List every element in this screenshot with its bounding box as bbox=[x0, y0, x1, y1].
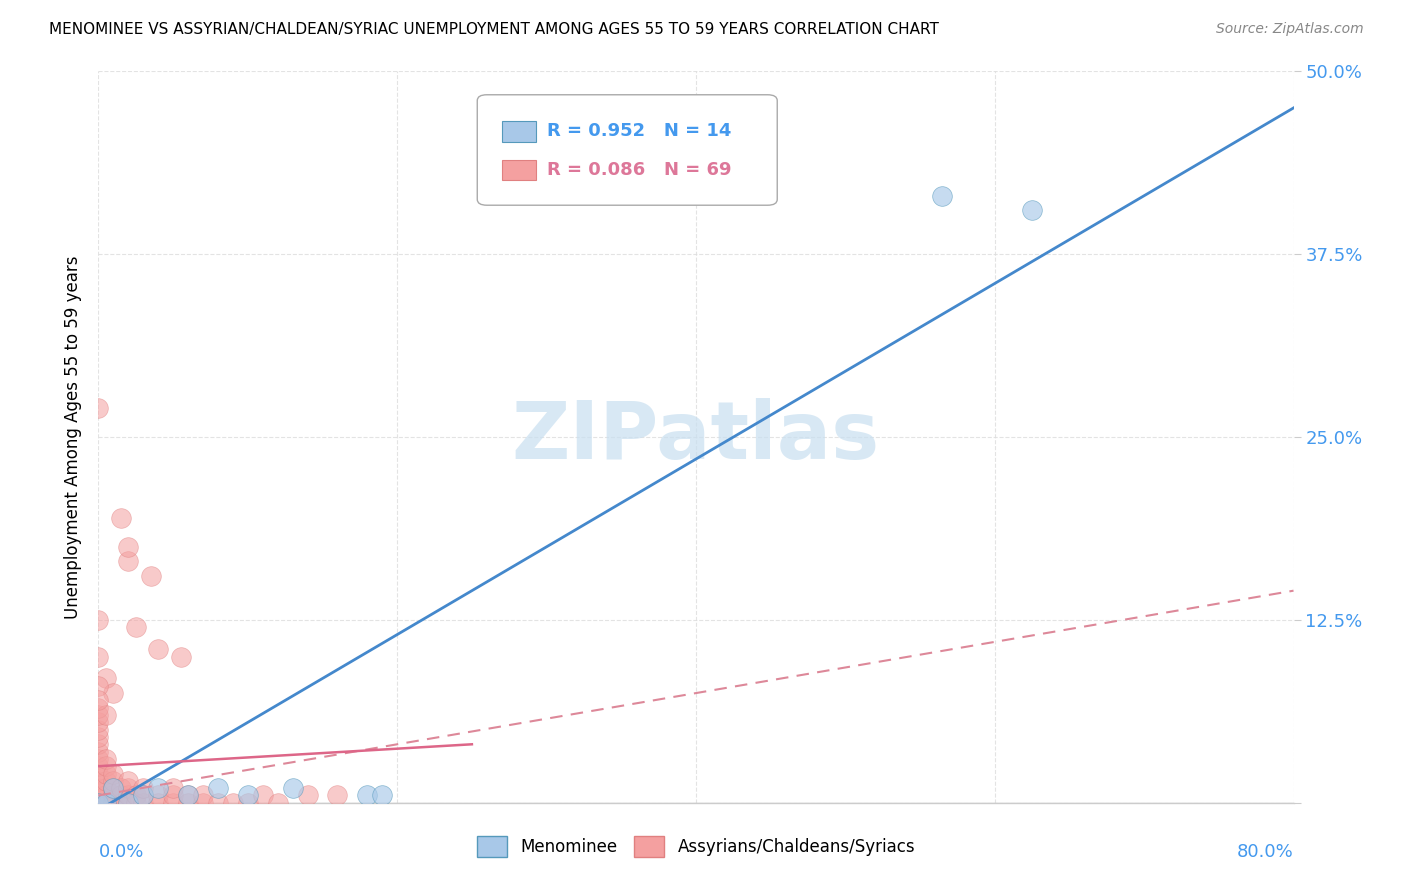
Point bbox=[87, 693, 110, 707]
Point bbox=[103, 781, 125, 796]
Point bbox=[110, 789, 132, 803]
Point bbox=[94, 796, 117, 810]
Point bbox=[177, 789, 200, 803]
Point bbox=[94, 796, 117, 810]
Point bbox=[326, 789, 349, 803]
Point bbox=[94, 672, 117, 686]
Point bbox=[139, 569, 162, 583]
Point bbox=[87, 781, 110, 796]
Point bbox=[191, 796, 214, 810]
Text: MENOMINEE VS ASSYRIAN/CHALDEAN/SYRIAC UNEMPLOYMENT AMONG AGES 55 TO 59 YEARS COR: MENOMINEE VS ASSYRIAN/CHALDEAN/SYRIAC UN… bbox=[49, 22, 939, 37]
Bar bbox=[502, 160, 536, 180]
Point bbox=[148, 789, 170, 803]
Point bbox=[132, 789, 155, 803]
Point bbox=[281, 781, 304, 796]
Point bbox=[87, 708, 110, 723]
Point bbox=[132, 796, 155, 810]
Point bbox=[94, 759, 117, 773]
Point bbox=[125, 796, 148, 810]
Text: R = 0.952   N = 14: R = 0.952 N = 14 bbox=[547, 122, 731, 140]
Point bbox=[94, 789, 117, 803]
Point bbox=[125, 620, 148, 634]
Point bbox=[236, 789, 259, 803]
Point bbox=[148, 796, 170, 810]
Point bbox=[297, 789, 319, 803]
Point bbox=[87, 796, 110, 810]
Point bbox=[103, 686, 125, 700]
Point bbox=[94, 708, 117, 723]
Point bbox=[117, 789, 139, 803]
Point bbox=[931, 188, 953, 202]
Point bbox=[103, 773, 125, 788]
Point bbox=[117, 781, 139, 796]
Point bbox=[87, 737, 110, 751]
Point bbox=[87, 700, 110, 714]
Point bbox=[117, 773, 139, 788]
Y-axis label: Unemployment Among Ages 55 to 59 years: Unemployment Among Ages 55 to 59 years bbox=[63, 255, 82, 619]
Point bbox=[117, 796, 139, 810]
Point bbox=[87, 679, 110, 693]
Point bbox=[94, 781, 117, 796]
Point bbox=[94, 766, 117, 780]
Text: Source: ZipAtlas.com: Source: ZipAtlas.com bbox=[1216, 22, 1364, 37]
Point bbox=[94, 752, 117, 766]
Point bbox=[117, 540, 139, 554]
Point bbox=[207, 781, 229, 796]
Point bbox=[110, 781, 132, 796]
Bar bbox=[502, 121, 536, 142]
Text: ZIPatlas: ZIPatlas bbox=[512, 398, 880, 476]
Point bbox=[236, 796, 259, 810]
Point bbox=[87, 715, 110, 730]
Text: R = 0.086   N = 69: R = 0.086 N = 69 bbox=[547, 161, 731, 179]
Point bbox=[252, 789, 274, 803]
Point bbox=[87, 796, 110, 810]
Point bbox=[117, 796, 139, 810]
Point bbox=[356, 789, 378, 803]
Point bbox=[267, 796, 290, 810]
Point bbox=[371, 789, 394, 803]
Point bbox=[87, 613, 110, 627]
Point bbox=[169, 649, 191, 664]
Point bbox=[132, 789, 155, 803]
Point bbox=[177, 789, 200, 803]
Text: 80.0%: 80.0% bbox=[1237, 843, 1294, 861]
Point bbox=[103, 766, 125, 780]
Point bbox=[87, 730, 110, 744]
Point bbox=[1021, 203, 1043, 218]
Point bbox=[162, 789, 184, 803]
Point bbox=[87, 789, 110, 803]
Point bbox=[191, 789, 214, 803]
Point bbox=[87, 401, 110, 415]
Legend: Menominee, Assyrians/Chaldeans/Syriacs: Menominee, Assyrians/Chaldeans/Syriacs bbox=[477, 837, 915, 856]
Point bbox=[162, 781, 184, 796]
Point bbox=[148, 781, 170, 796]
Point bbox=[162, 796, 184, 810]
Point bbox=[94, 773, 117, 788]
Point bbox=[117, 554, 139, 568]
Text: 0.0%: 0.0% bbox=[98, 843, 143, 861]
Point bbox=[177, 796, 200, 810]
Point bbox=[103, 789, 125, 803]
FancyBboxPatch shape bbox=[477, 95, 778, 205]
Point bbox=[148, 642, 170, 657]
Point bbox=[110, 510, 132, 524]
Point bbox=[103, 781, 125, 796]
Point bbox=[87, 752, 110, 766]
Point bbox=[87, 766, 110, 780]
Point bbox=[87, 745, 110, 759]
Point bbox=[87, 773, 110, 788]
Point bbox=[87, 723, 110, 737]
Point bbox=[132, 781, 155, 796]
Point bbox=[87, 649, 110, 664]
Point bbox=[125, 789, 148, 803]
Point bbox=[87, 759, 110, 773]
Point bbox=[222, 796, 245, 810]
Point bbox=[103, 796, 125, 810]
Point bbox=[207, 796, 229, 810]
Point bbox=[110, 796, 132, 810]
